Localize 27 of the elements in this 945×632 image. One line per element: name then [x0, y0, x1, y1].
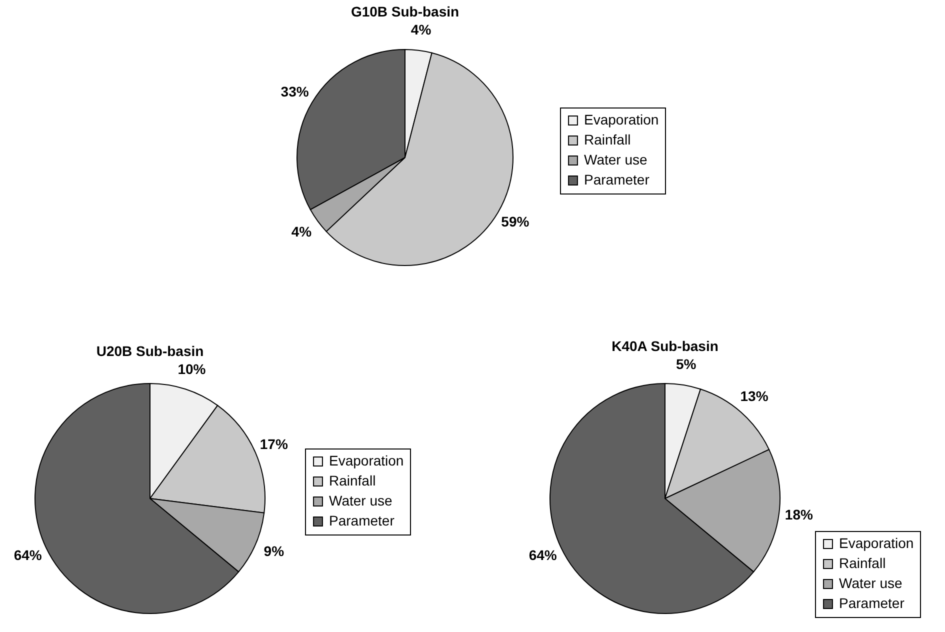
data-label: 64% [528, 546, 558, 563]
data-label: 5% [676, 356, 697, 372]
data-label: 18% [784, 506, 814, 522]
legend-label: Parameter [839, 595, 905, 611]
data-label: 33% [280, 83, 310, 100]
legend-label: Rainfall [839, 555, 886, 571]
legend-label: Parameter [584, 172, 650, 188]
legend-label: Rainfall [584, 132, 631, 148]
data-label: 64% [14, 546, 42, 563]
legend-label: Water use [584, 152, 648, 168]
data-label: 59% [501, 214, 530, 230]
legend-label: Evaporation [584, 112, 659, 128]
legend-label: Water use [839, 575, 902, 591]
chart-title: K40A Sub-basin [612, 338, 718, 354]
legend-label: Evaporation [329, 452, 404, 468]
legend-label: Parameter [329, 512, 395, 528]
data-label: 9% [264, 543, 285, 560]
data-label: 4% [291, 224, 312, 240]
legend-label: Evaporation [839, 535, 914, 551]
legend-label: Water use [329, 492, 392, 508]
data-label: 10% [178, 361, 206, 378]
data-label: 13% [740, 388, 769, 404]
legend-label: Rainfall [329, 472, 376, 488]
data-label: 17% [260, 436, 288, 452]
data-label: 4% [410, 22, 432, 38]
chart-title: G10B Sub-basin [350, 4, 460, 20]
chart-title: U20B Sub-basin [96, 343, 204, 360]
